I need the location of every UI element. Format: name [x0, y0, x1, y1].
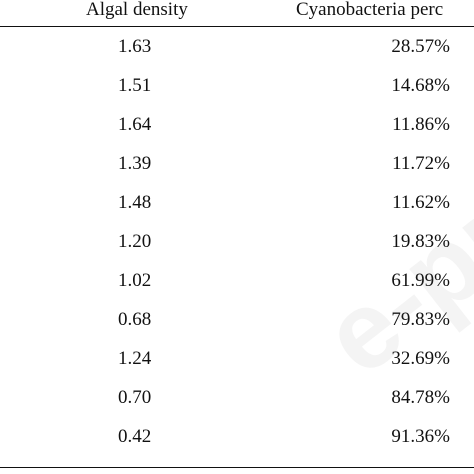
table-row: 0.68 79.83% — [0, 310, 474, 330]
cell-algal-density: 0.42 — [118, 426, 152, 447]
table-bottom-rule — [0, 467, 474, 468]
table-row: 1.24 32.69% — [0, 349, 474, 369]
table-row: 1.48 11.62% — [0, 193, 474, 213]
table-top-rule — [0, 26, 474, 27]
cell-algal-density: 1.63 — [118, 36, 152, 57]
table-row: 0.70 84.78% — [0, 388, 474, 408]
cell-algal-density: 1.64 — [118, 114, 152, 135]
table-row: 1.02 61.99% — [0, 271, 474, 291]
header-algal-density: Algal density — [86, 0, 188, 20]
table-row: 1.63 28.57% — [0, 37, 474, 57]
cell-cyanobacteria-percent: 28.57% — [391, 36, 450, 57]
cell-cyanobacteria-percent: 61.99% — [391, 270, 450, 291]
cell-cyanobacteria-percent: 91.36% — [391, 426, 450, 447]
cell-cyanobacteria-percent: 11.86% — [392, 114, 450, 135]
table-row: 1.20 19.83% — [0, 232, 474, 252]
cell-algal-density: 0.68 — [118, 309, 152, 330]
cell-cyanobacteria-percent: 79.83% — [391, 309, 450, 330]
table-header-row: Algal density Cyanobacteria perc — [0, 0, 474, 20]
cell-algal-density: 1.48 — [118, 192, 152, 213]
cell-algal-density: 1.39 — [118, 153, 152, 174]
header-cyanobacteria-percent: Cyanobacteria perc — [296, 0, 444, 20]
cell-algal-density: 1.51 — [118, 75, 152, 96]
table-row: 0.42 91.36% — [0, 427, 474, 447]
cell-cyanobacteria-percent: 14.68% — [391, 75, 450, 96]
cell-algal-density: 1.02 — [118, 270, 152, 291]
cell-cyanobacteria-percent: 11.62% — [392, 192, 450, 213]
table-row: 1.51 14.68% — [0, 76, 474, 96]
cell-algal-density: 1.20 — [118, 231, 152, 252]
table-row: 1.39 11.72% — [0, 154, 474, 174]
cell-cyanobacteria-percent: 84.78% — [391, 387, 450, 408]
cell-cyanobacteria-percent: 32.69% — [391, 348, 450, 369]
table-row: 1.64 11.86% — [0, 115, 474, 135]
cell-cyanobacteria-percent: 19.83% — [391, 231, 450, 252]
cell-cyanobacteria-percent: 11.72% — [392, 153, 450, 174]
cell-algal-density: 1.24 — [118, 348, 152, 369]
cell-algal-density: 0.70 — [118, 387, 152, 408]
